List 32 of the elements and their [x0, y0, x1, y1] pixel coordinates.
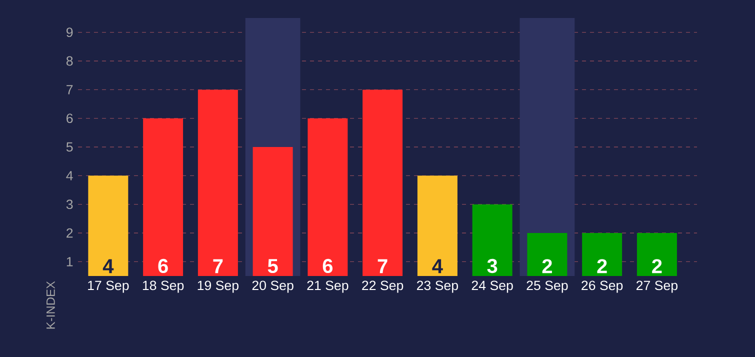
x-tick-label: 20 Sep: [252, 280, 294, 293]
y-tick-label: 6: [66, 114, 73, 124]
data-label: 2: [597, 259, 607, 274]
x-tick-label: 18 Sep: [142, 280, 184, 293]
x-tick-label: 27 Sep: [636, 280, 678, 293]
x-tick-label: 23 Sep: [416, 280, 458, 293]
y-tick-label: 1: [66, 257, 73, 266]
data-label: 2: [542, 259, 552, 274]
y-tick-label: 5: [66, 142, 73, 152]
x-tick-label: 21 Sep: [307, 280, 348, 293]
data-label: 7: [378, 259, 388, 274]
data-label: 2: [652, 259, 662, 274]
data-label: 7: [213, 259, 223, 274]
x-tick-label: 22 Sep: [362, 280, 404, 293]
data-label: 5: [268, 259, 278, 274]
y-tick-label: 7: [66, 85, 73, 94]
data-label: 3: [487, 258, 498, 274]
data-label: 6: [322, 258, 333, 274]
y-tick-label: 2: [66, 228, 73, 238]
x-tick-label: 17 Sep: [88, 280, 129, 293]
y-tick-label: 4: [66, 171, 73, 180]
y-tick-label: 3: [66, 200, 73, 210]
x-tick-label: 19 Sep: [198, 280, 238, 293]
x-tick-label: 26 Sep: [582, 280, 623, 293]
data-label: 4: [432, 259, 443, 274]
y-tick-label: 9: [66, 28, 73, 38]
y-axis-title: K-INDEX: [46, 281, 55, 329]
x-tick-label: 24 Sep: [472, 280, 513, 293]
data-label: 6: [158, 258, 168, 274]
data-label: 4: [102, 259, 114, 274]
x-tick-label: 25 Sep: [526, 280, 568, 293]
y-tick-label: 8: [66, 56, 73, 66]
